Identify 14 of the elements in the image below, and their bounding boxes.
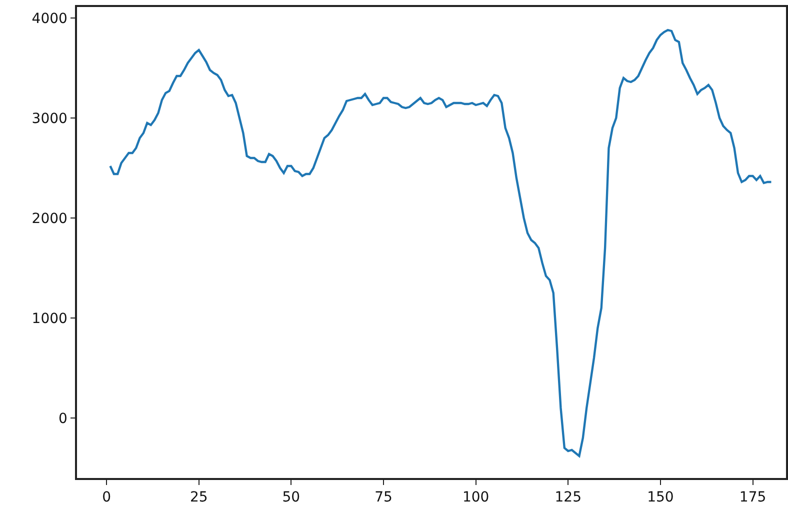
x-tick-label: 50 xyxy=(282,490,300,506)
line-series xyxy=(109,28,772,458)
x-tick-label: 125 xyxy=(554,490,582,506)
x-tick-label: 175 xyxy=(739,490,766,506)
x-tick-label: 75 xyxy=(374,490,392,506)
x-tick-label: 150 xyxy=(647,490,674,506)
x-tick-label: 100 xyxy=(462,490,490,506)
x-tick-label: 25 xyxy=(190,490,208,506)
y-tick-label: 3000 xyxy=(32,110,68,127)
y-tick-label: 2000 xyxy=(32,210,68,227)
y-tick-label: 1000 xyxy=(32,310,68,327)
y-tick-label: 4000 xyxy=(32,10,68,27)
x-tick-label: 0 xyxy=(102,490,111,506)
y-tick-label: 0 xyxy=(58,410,68,427)
